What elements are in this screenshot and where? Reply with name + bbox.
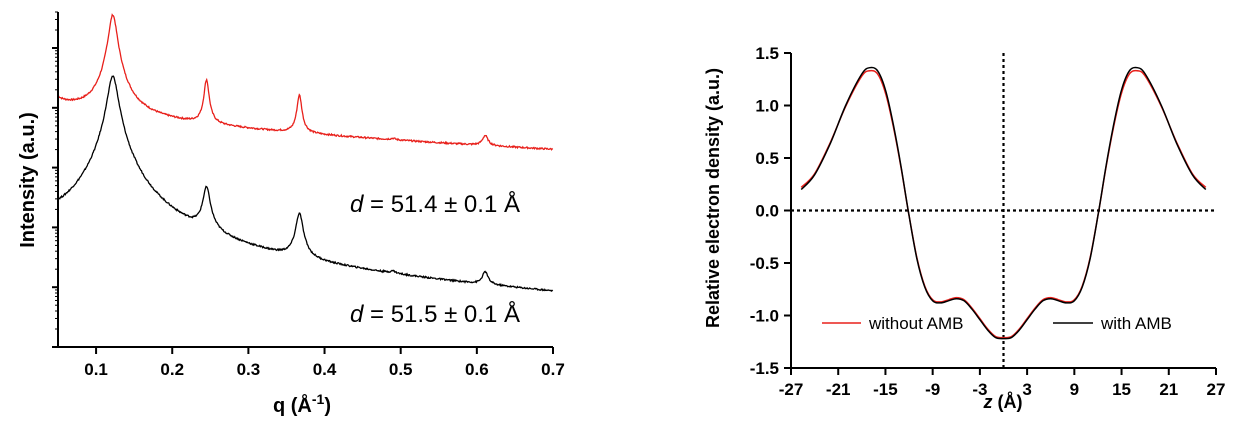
right-y-tick-label: -1.5 xyxy=(750,359,779,378)
right-x-tick-label: 9 xyxy=(1070,380,1079,399)
right-x-tick-label: -21 xyxy=(826,380,851,399)
right-y-tick-label: -0.5 xyxy=(750,254,779,273)
d-spacing-annotation-red: d = 51.4 ± 0.1 Å xyxy=(350,190,520,218)
right-y-axis-title: Relative electron density (a.u.) xyxy=(703,68,723,328)
left-x-tick-label: 0.5 xyxy=(389,360,413,379)
saxs-panel: 0.1 0.2 0.3 0.4 0.5 0.6 0.7 Intensity (a.u.) q… xyxy=(17,11,565,417)
electron-density-panel: -27 -21 -15 -9 -3 3 9 15 21 27 1.5 1.0 0.5 0.0 -0.5 -1.… xyxy=(703,44,1225,412)
left-x-axis-title: q (Å-1) xyxy=(273,391,331,417)
right-x-tick-label: 21 xyxy=(1159,380,1178,399)
right-y-tick-label: 0.0 xyxy=(755,202,779,221)
left-x-tick-label: 0.1 xyxy=(84,360,108,379)
right-x-tick-label: -9 xyxy=(925,380,940,399)
saxs-series-black-line xyxy=(57,75,554,292)
right-x-tick-label: 27 xyxy=(1207,380,1226,399)
left-y-axis-title: Intensity (a.u.) xyxy=(17,112,39,248)
left-x-tick-label: 0.6 xyxy=(465,360,489,379)
left-x-tick-label: 0.7 xyxy=(541,360,565,379)
saxs-series-layer xyxy=(57,13,554,292)
right-y-tick-label: 1.0 xyxy=(755,97,779,116)
left-x-tick-label: 0.4 xyxy=(313,360,337,379)
right-x-axis-title: z (Å) xyxy=(983,392,1023,412)
left-x-tick-label: 0.2 xyxy=(160,360,184,379)
legend-label-without-amb: without AMB xyxy=(868,314,964,333)
density-series-with-amb xyxy=(800,66,1207,340)
right-y-tick-label: 0.5 xyxy=(755,149,779,168)
saxs-series-red-line xyxy=(57,13,554,151)
density-series-layer xyxy=(800,66,1207,340)
right-y-tick-label: 1.5 xyxy=(755,44,779,63)
right-x-tick-label: 15 xyxy=(1112,380,1131,399)
d-spacing-annotation-black: d = 51.5 ± 0.1 Å xyxy=(350,300,520,328)
right-x-tick-label: 3 xyxy=(1022,380,1031,399)
left-x-tick-label: 0.3 xyxy=(237,360,261,379)
right-x-tick-label: -27 xyxy=(779,380,804,399)
legend-label-with-amb: with AMB xyxy=(1100,314,1172,333)
right-y-tick-label: -1.0 xyxy=(750,307,779,326)
right-x-tick-label: -15 xyxy=(873,380,898,399)
density-legend: without AMB with AMB xyxy=(822,314,1172,333)
right-x-tick-label: -3 xyxy=(972,380,987,399)
